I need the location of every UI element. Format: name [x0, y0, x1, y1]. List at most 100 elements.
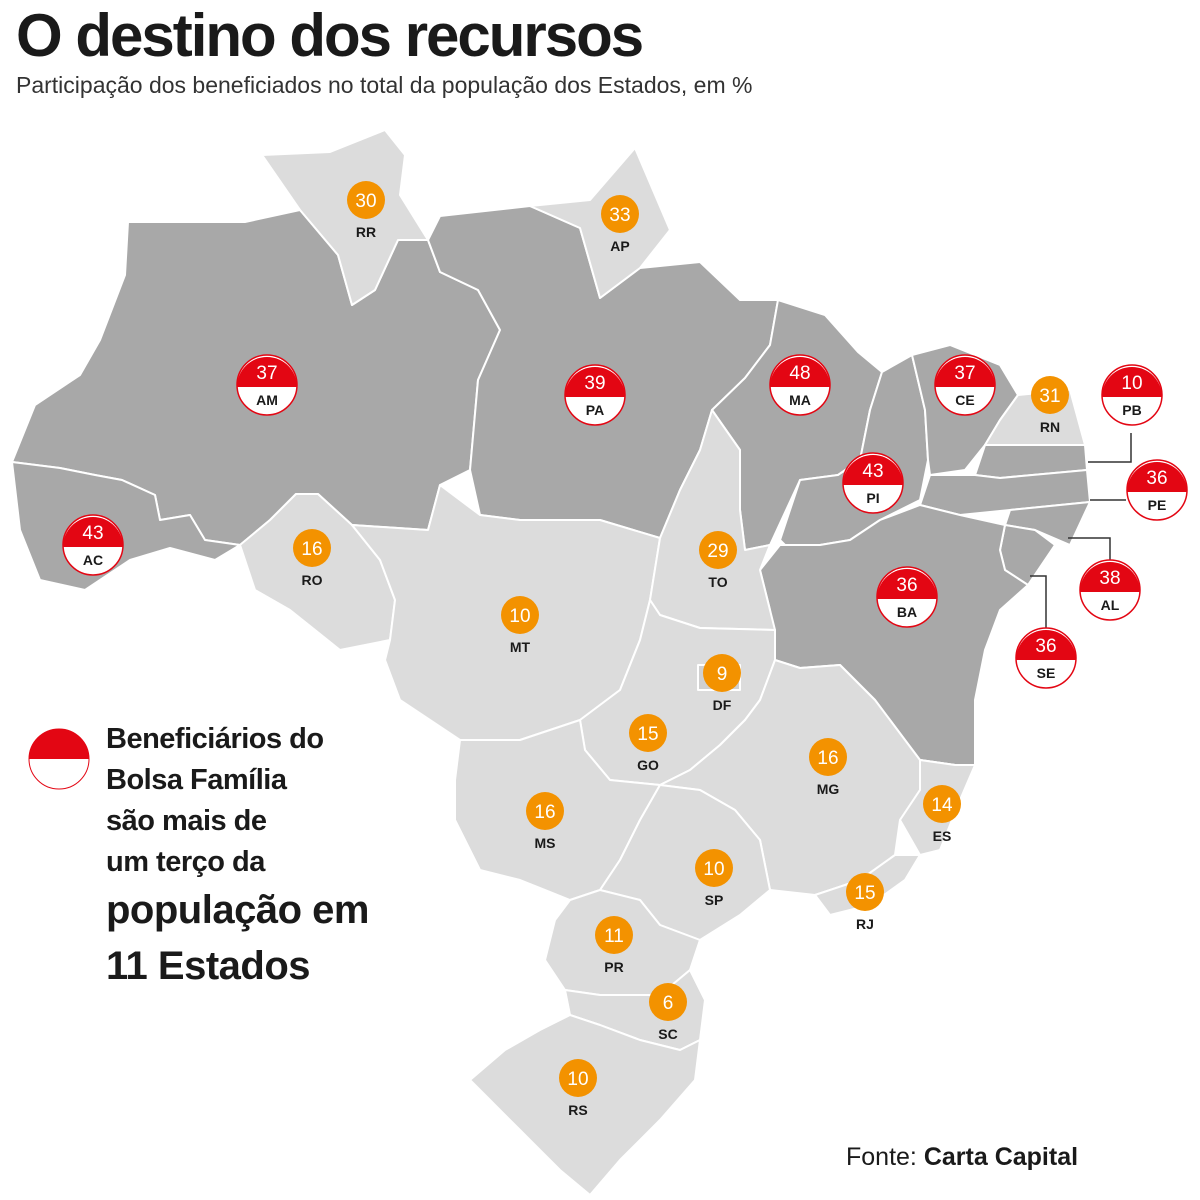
marker-value: 48 — [789, 363, 810, 384]
marker-state-abbr: MS — [535, 835, 556, 851]
state-marker-ce: 37 CE — [934, 354, 996, 416]
state-marker-se: 36 SE — [1015, 627, 1077, 689]
marker-value: 37 — [954, 363, 975, 384]
region-ma — [711, 299, 883, 551]
marker-state-abbr: SE — [1037, 665, 1056, 681]
marker-circle — [699, 531, 737, 569]
leader-line-al — [1068, 537, 1111, 566]
source-name: Carta Capital — [923, 1143, 1079, 1171]
marker-red-half — [877, 569, 937, 599]
marker-state-abbr: RS — [568, 1102, 587, 1118]
state-marker-ma: 48 MA — [769, 354, 831, 416]
marker-circle — [595, 916, 633, 954]
marker-circle — [501, 596, 539, 634]
state-marker-pe: 36 PE — [1126, 459, 1188, 521]
marker-value: 37 — [256, 363, 277, 384]
marker-state-abbr: AM — [256, 392, 278, 408]
marker-red-half — [63, 517, 123, 547]
marker-state-abbr: BA — [897, 604, 917, 620]
marker-state-abbr: DF — [713, 697, 732, 713]
legend-line-1: Beneficiários do — [106, 723, 324, 755]
leader-line-se — [1030, 575, 1047, 628]
marker-state-abbr: AL — [1101, 597, 1120, 613]
marker-value: 16 — [534, 802, 555, 823]
marker-value: 9 — [717, 664, 728, 685]
marker-value: 36 — [1146, 468, 1167, 489]
leader-line-pb — [1088, 433, 1132, 463]
marker-red-half — [1102, 367, 1162, 397]
marker-circle — [1031, 376, 1069, 414]
marker-state-abbr: MT — [510, 639, 531, 655]
marker-value: 10 — [703, 859, 724, 880]
state-marker-mg: 16 MG — [809, 738, 847, 797]
marker-value: 39 — [584, 373, 605, 394]
marker-circle — [846, 873, 884, 911]
marker-value: 10 — [1121, 373, 1142, 394]
state-marker-mt: 10 MT — [501, 596, 539, 655]
state-marker-pi: 43 PI — [842, 452, 904, 514]
marker-value: 29 — [707, 541, 728, 562]
marker-value: 10 — [567, 1069, 588, 1090]
marker-red-half — [1080, 562, 1140, 592]
legend-line-3: são mais de — [106, 804, 267, 837]
state-marker-ap: 33 AP — [601, 195, 639, 254]
legend-line-4: um terço da — [106, 845, 265, 878]
marker-red-half — [935, 357, 995, 387]
marker-value: 11 — [604, 926, 624, 947]
marker-circle — [293, 529, 331, 567]
state-marker-df: 9 DF — [703, 654, 741, 713]
marker-value: 38 — [1099, 568, 1120, 589]
marker-state-abbr: MG — [817, 781, 840, 797]
state-marker-rs: 10 RS — [559, 1059, 597, 1118]
marker-state-abbr: RN — [1040, 419, 1060, 435]
marker-value: 36 — [1035, 636, 1056, 657]
state-marker-ba: 36 BA — [876, 566, 938, 628]
marker-value: 10 — [509, 606, 530, 627]
marker-circle — [923, 785, 961, 823]
marker-state-abbr: PA — [586, 402, 604, 418]
legend-half-circle-icon — [28, 728, 90, 790]
region-ap — [529, 147, 671, 299]
state-marker-sc: 6 SC — [649, 983, 687, 1042]
marker-circle — [695, 849, 733, 887]
marker-value: 6 — [663, 993, 674, 1014]
state-marker-al: 38 AL — [1079, 559, 1141, 621]
marker-value: 43 — [862, 461, 883, 482]
source-prefix: Fonte: — [846, 1143, 917, 1171]
marker-red-half — [770, 357, 830, 387]
marker-value: 15 — [637, 724, 658, 745]
marker-red-half — [843, 455, 903, 485]
state-marker-pb: 10 PB — [1101, 364, 1163, 426]
marker-state-abbr: PR — [604, 959, 623, 975]
marker-state-abbr: RO — [302, 572, 323, 588]
marker-state-abbr: RJ — [856, 916, 874, 932]
marker-state-abbr: ES — [933, 828, 952, 844]
state-markers: 30 RR 33 AP 37 AM 39 PA 48 MA 37 CE 31 RN 10 PB 43 PI 36 PE… — [62, 181, 1188, 1118]
legend: Beneficiários do Bolsa Família são mais … — [106, 723, 369, 1000]
legend-line-6: 11 Estados — [106, 943, 311, 988]
marker-state-abbr: GO — [637, 757, 659, 773]
state-marker-rr: 30 RR — [347, 181, 385, 240]
legend-line-5: população em — [106, 887, 369, 932]
marker-circle — [601, 195, 639, 233]
state-marker-am: 37 AM — [236, 354, 298, 416]
region-rr — [261, 129, 429, 306]
state-marker-sp: 10 SP — [695, 849, 733, 908]
marker-value: 33 — [609, 205, 630, 226]
marker-red-half — [237, 357, 297, 387]
state-marker-pr: 11 PR — [595, 916, 633, 975]
marker-value: 36 — [896, 575, 917, 596]
marker-circle — [559, 1059, 597, 1097]
state-marker-go: 15 GO — [629, 714, 667, 773]
marker-circle — [526, 792, 564, 830]
marker-state-abbr: SC — [658, 1026, 677, 1042]
state-marker-ms: 16 MS — [526, 792, 564, 851]
legend-line-2: Bolsa Família — [106, 763, 287, 796]
state-marker-ro: 16 RO — [293, 529, 331, 588]
marker-red-half — [1016, 630, 1076, 660]
marker-value: 43 — [82, 523, 103, 544]
state-marker-es: 14 ES — [923, 785, 961, 844]
state-marker-pa: 39 PA — [564, 364, 626, 426]
marker-value: 16 — [817, 748, 838, 769]
leader-lines — [1030, 433, 1132, 628]
